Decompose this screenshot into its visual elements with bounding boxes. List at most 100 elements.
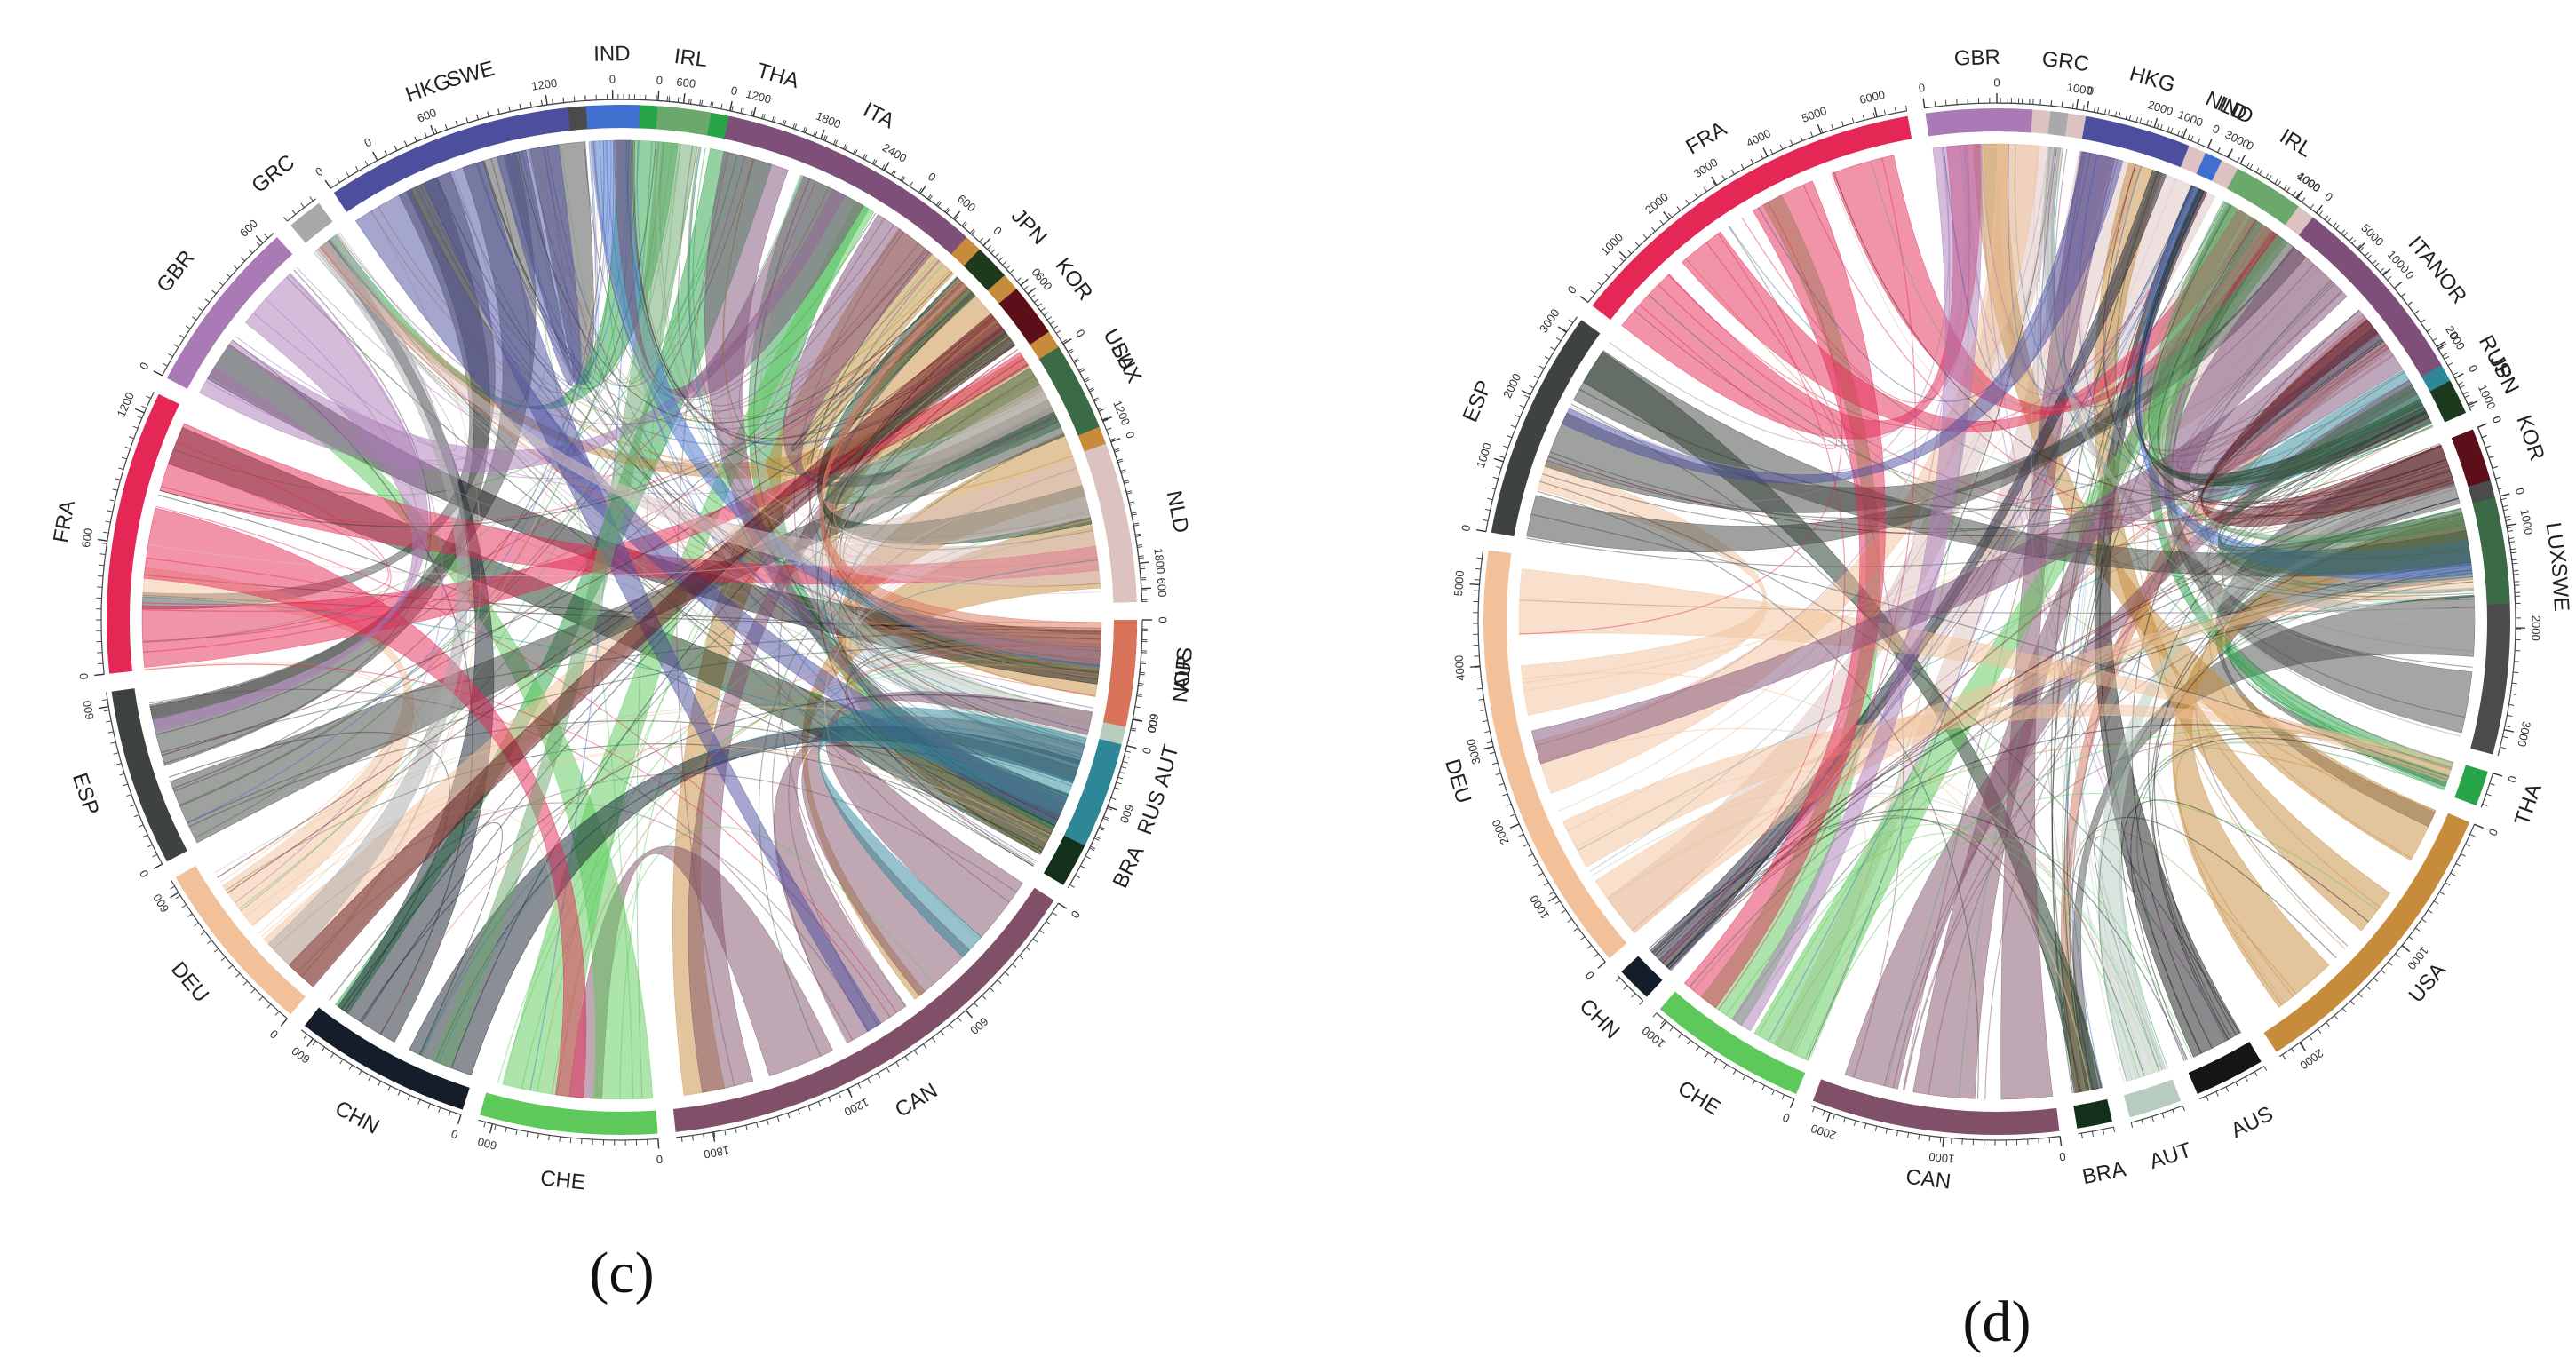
chord-line-nld <box>656 141 1094 548</box>
tick-axis-hkg <box>2087 110 2191 142</box>
minor-tick <box>1133 524 1140 527</box>
minor-tick <box>902 176 906 182</box>
minor-tick <box>394 145 398 151</box>
minor-tick <box>2225 1086 2229 1092</box>
tick-label: 600 <box>967 1014 990 1037</box>
minor-tick <box>2428 909 2433 914</box>
segment-arc-aus <box>2188 1042 2262 1095</box>
chord-line-aus <box>2120 799 2369 1062</box>
chord-line-deu <box>1539 727 2155 1074</box>
minor-tick <box>710 101 712 107</box>
segment-label-nld: NLD <box>1162 488 1194 535</box>
minor-tick <box>971 230 976 235</box>
major-tick <box>1618 250 1627 259</box>
minor-tick <box>1928 1136 1931 1142</box>
minor-tick <box>1905 105 1908 111</box>
major-tick <box>2315 204 2323 214</box>
chord-line-grc <box>319 247 1036 864</box>
minor-tick <box>1660 1019 1666 1025</box>
minor-tick <box>2500 497 2507 501</box>
chord-line-bra <box>286 276 1055 827</box>
chord-line-lux <box>2222 410 2473 585</box>
chord-line-hkg <box>1943 147 2091 387</box>
minor-tick <box>1140 567 1146 570</box>
chord-line-che <box>619 263 944 1100</box>
chord-line-che <box>1776 793 2378 1046</box>
minor-tick <box>1872 112 1876 118</box>
minor-tick <box>540 99 543 106</box>
minor-tick <box>1851 117 1855 123</box>
tick-label: 0 <box>2058 1150 2066 1164</box>
minor-tick <box>417 1099 421 1105</box>
tick-label: 1000 <box>2066 81 2094 98</box>
major-tick <box>1126 745 1137 749</box>
chord-line-ita <box>738 181 919 418</box>
minor-tick <box>2445 882 2451 886</box>
minor-tick <box>200 931 206 936</box>
minor-tick <box>2426 328 2432 332</box>
minor-tick <box>1131 513 1138 516</box>
segment-arc-hkg <box>2081 115 2190 168</box>
minor-tick <box>1750 158 1754 164</box>
tick-label: 0 <box>2485 827 2500 838</box>
segment-label-bra: BRA <box>2080 1157 2128 1189</box>
minor-tick <box>1615 977 1621 982</box>
tick-label: 0 <box>656 74 663 87</box>
chord-line-hkg <box>2039 147 2162 392</box>
minor-tick <box>2197 138 2201 144</box>
minor-tick <box>1032 938 1038 943</box>
chord-line-lux <box>2098 581 2474 1082</box>
tick-label: 1200 <box>115 390 137 419</box>
minor-tick <box>2495 476 2501 480</box>
minor-tick <box>751 110 753 116</box>
minor-tick <box>248 249 253 254</box>
minor-tick <box>2439 891 2445 895</box>
minor-tick <box>2413 310 2420 314</box>
chord-line-esp <box>187 646 1101 824</box>
segment-arc-can <box>672 887 1054 1132</box>
minor-tick <box>569 1138 572 1144</box>
tick-axis-che <box>478 1119 658 1141</box>
minor-tick <box>1117 460 1124 464</box>
minor-tick <box>162 362 168 367</box>
minor-tick <box>2365 251 2369 257</box>
segment-label-irl: IRL <box>672 44 708 72</box>
tick-label: 0 <box>1069 908 1084 921</box>
minor-tick <box>2295 193 2300 199</box>
minor-tick <box>701 99 704 106</box>
minor-tick <box>957 1017 962 1022</box>
chord-line-hkg <box>1758 151 2085 402</box>
chord-line-ita <box>337 224 894 425</box>
minor-tick <box>2291 1048 2295 1053</box>
major-tick <box>1817 123 1822 134</box>
ribbon-lux <box>2218 384 2472 575</box>
minor-tick <box>1484 730 1491 734</box>
tick-label: 0 <box>1157 616 1170 623</box>
minor-tick <box>2365 985 2371 990</box>
chord-line-lux <box>1648 294 2475 601</box>
minor-tick <box>1529 385 1534 389</box>
minor-tick <box>1544 356 1550 360</box>
tick-label: 600 <box>955 192 978 214</box>
tick-axis-ita <box>729 110 971 234</box>
chord-line-aut <box>2036 147 2133 1081</box>
ribbon-deu <box>1594 577 2475 934</box>
minor-tick <box>834 139 839 146</box>
chord-line-gbr <box>1609 145 1967 447</box>
major-tick <box>280 1018 288 1027</box>
minor-tick <box>1133 522 1139 525</box>
minor-tick <box>2283 185 2287 190</box>
chord-line-nor <box>551 646 1101 1095</box>
minor-tick <box>2481 435 2487 439</box>
minor-tick <box>2379 267 2385 273</box>
minor-tick <box>2156 123 2159 129</box>
minor-tick <box>2505 519 2511 522</box>
chord-line-hkg <box>503 141 597 385</box>
segment-arc-grc <box>290 202 333 243</box>
major-tick <box>2206 139 2213 148</box>
minor-tick <box>1124 756 1130 758</box>
minor-tick <box>2286 186 2291 193</box>
tick-label: 0 <box>926 170 939 184</box>
minor-tick <box>2249 163 2254 170</box>
